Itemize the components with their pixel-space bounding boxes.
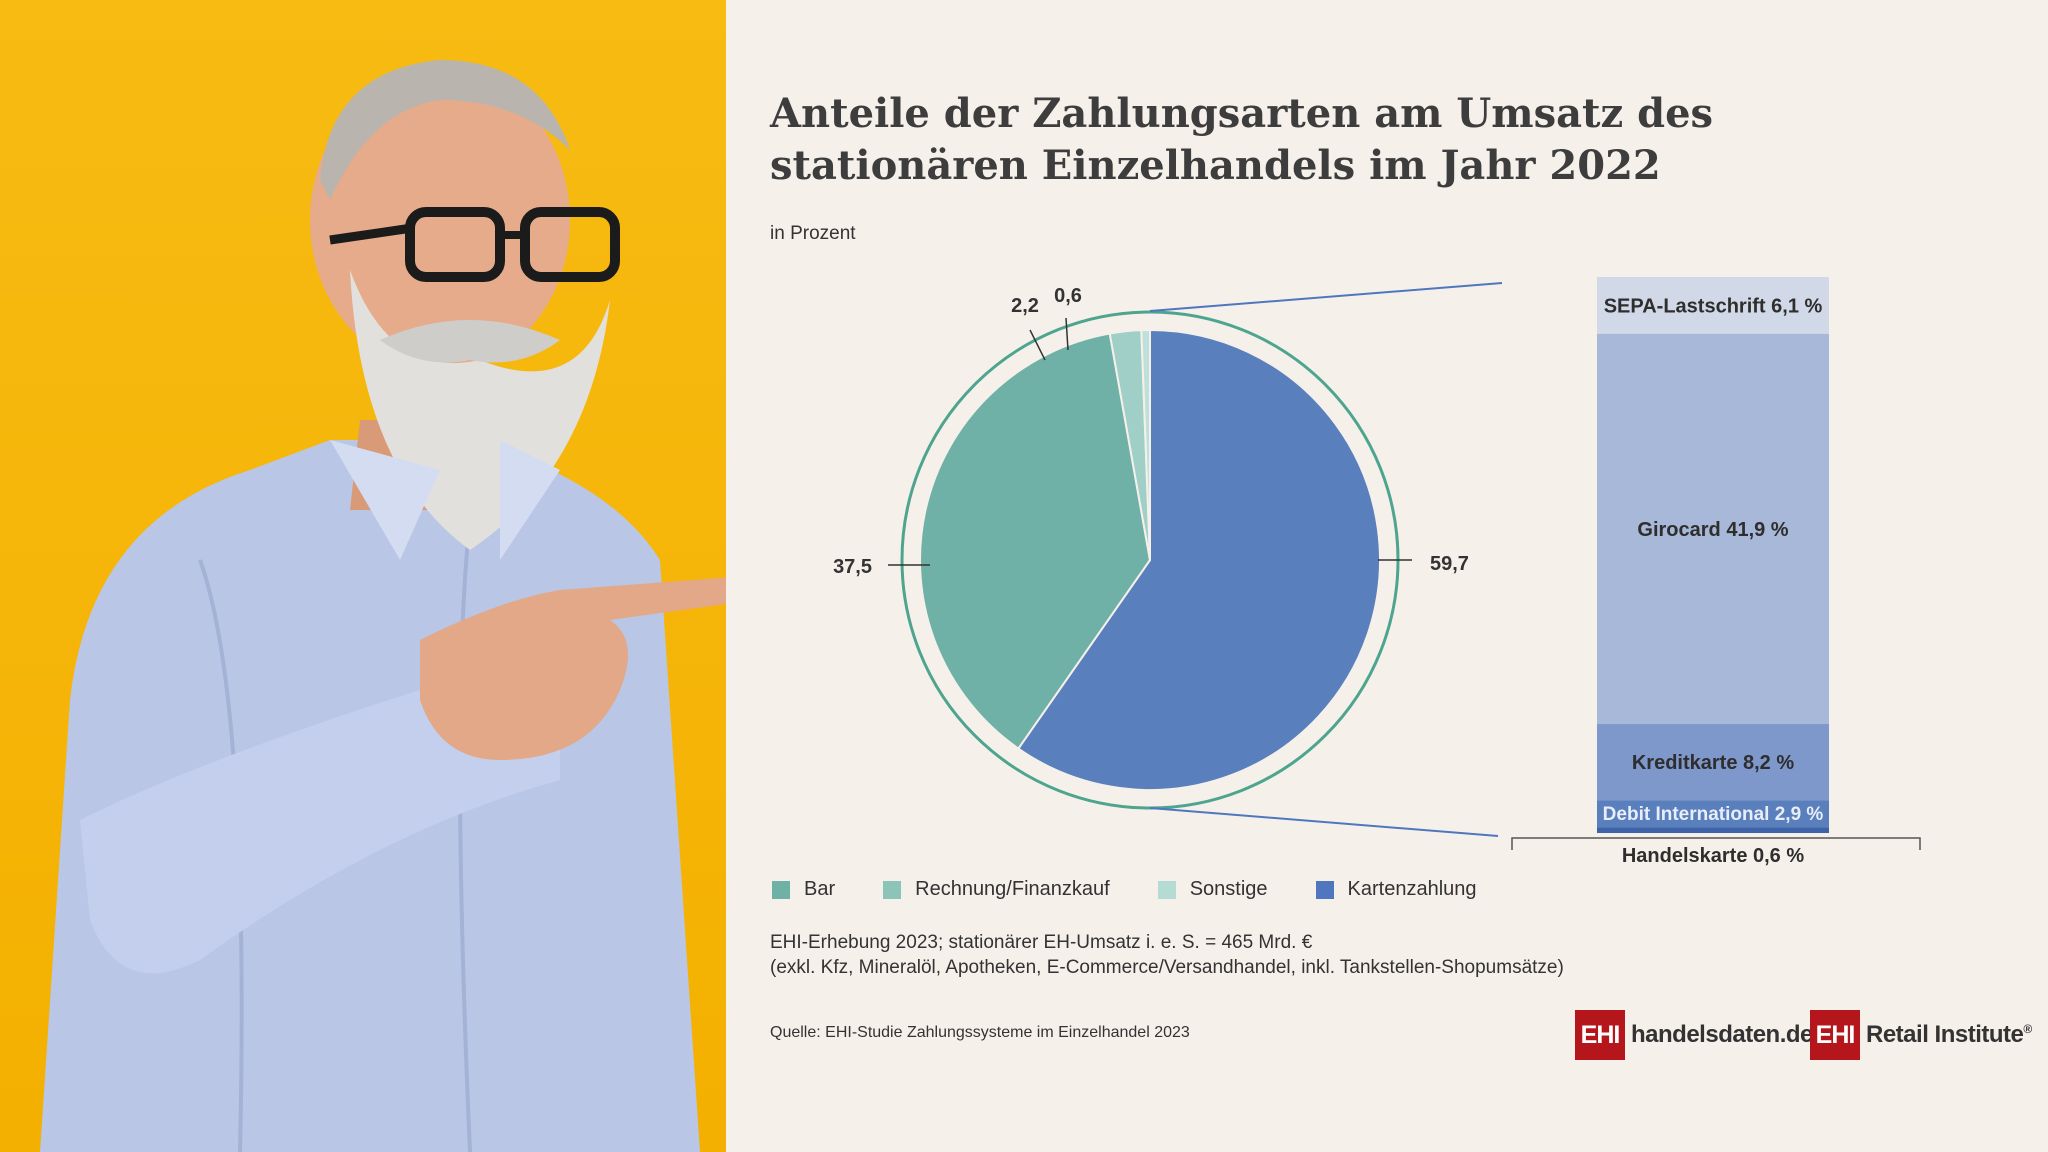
bar-segment-kreditkarte	[1597, 724, 1829, 801]
pie-slice-bar	[919, 332, 1152, 750]
legend-label: Sonstige	[1189, 878, 1268, 900]
legend-swatch	[883, 880, 902, 899]
bar-label-girocard: Girocard 41,9 %	[1637, 519, 1788, 541]
legend-item-kartenzahlung: Kartenzahlung	[1315, 878, 1477, 901]
legend-swatch	[1315, 880, 1334, 899]
bar-segment-sepa-lastschrift	[1597, 277, 1829, 334]
pie-slice-kartenzahlung	[1016, 328, 1381, 791]
legend-swatch	[1157, 880, 1176, 899]
data-label-sonstige: 0,6	[1054, 285, 1082, 307]
data-label-rechnung-finanzkauf: 2,2	[1011, 295, 1039, 317]
survey-note-line-1: EHI-Erhebung 2023; stationärer EH-Umsatz…	[770, 932, 1313, 953]
handelskarte-bracket	[1511, 837, 1921, 850]
legend-swatch	[772, 880, 790, 899]
ehi-logo-box: EHI	[1575, 1010, 1625, 1060]
chart-legend: Bar Rechnung/Finanzkauf Sonstige Kartenzahl…	[772, 878, 1525, 901]
registered-mark: ®	[2023, 1022, 2032, 1036]
retail-institute-logo-text: Retail Institute®	[1866, 1021, 2032, 1049]
handelsdaten-logo-text: handelsdaten.de	[1631, 1021, 1813, 1048]
retail-institute-logo[interactable]: EHI Retail Institute®	[1810, 1010, 2032, 1060]
bar-label-kreditkarte: Kreditkarte 8,2 %	[1632, 752, 1795, 774]
chart-title: Anteile der Zahlungsarten am Umsatz des …	[770, 90, 1714, 189]
survey-note-line-2: (exkl. Kfz, Mineralöl, Apotheken, E-Comm…	[770, 957, 1564, 978]
bar-segment-debit-international	[1597, 800, 1829, 828]
retail-institute-name: Retail Institute	[1866, 1021, 2024, 1048]
pie-slice-sonstige	[1140, 328, 1151, 561]
man-pointing-illustration	[40, 60, 726, 1152]
survey-note: EHI-Erhebung 2023; stationärer EH-Umsatz…	[770, 930, 1564, 980]
bar-label-sepa-lastschrift: SEPA-Lastschrift 6,1 %	[1604, 295, 1823, 317]
data-label-bar: 37,5	[833, 556, 872, 578]
leader-line-rechnung-finanzkauf	[1029, 329, 1046, 361]
connector-line-bottom	[1149, 807, 1499, 837]
legend-label: Rechnung/Finanzkauf	[915, 878, 1110, 900]
bar-label-handelskarte: Handelskarte 0,6 %	[1622, 845, 1805, 867]
source-text: Quelle: EHI-Studie Zahlungssysteme im Ei…	[770, 1024, 1190, 1041]
legend-label: Kartenzahlung	[1347, 878, 1477, 900]
bar-segment-girocard	[1597, 333, 1829, 725]
hero-photo	[0, 0, 726, 1152]
handelsdaten-logo[interactable]: EHI handelsdaten.de	[1575, 1010, 1813, 1060]
legend-item-sonstige: Sonstige	[1157, 878, 1268, 901]
ehi-logo-box: EHI	[1810, 1010, 1860, 1060]
bar-segment-handelskarte	[1597, 827, 1829, 833]
data-label-kartenzahlung: 59,7	[1430, 553, 1469, 575]
connector-line-top	[1149, 282, 1503, 312]
leader-line-sonstige	[1065, 317, 1069, 351]
chart-subtitle: in Prozent	[770, 223, 856, 244]
legend-item-rechnung-finanzkauf: Rechnung/Finanzkauf	[883, 878, 1110, 901]
bar-label-debit-international: Debit International 2,9 %	[1603, 804, 1824, 825]
legend-item-bar: Bar	[772, 878, 835, 901]
legend-label: Bar	[804, 878, 836, 900]
